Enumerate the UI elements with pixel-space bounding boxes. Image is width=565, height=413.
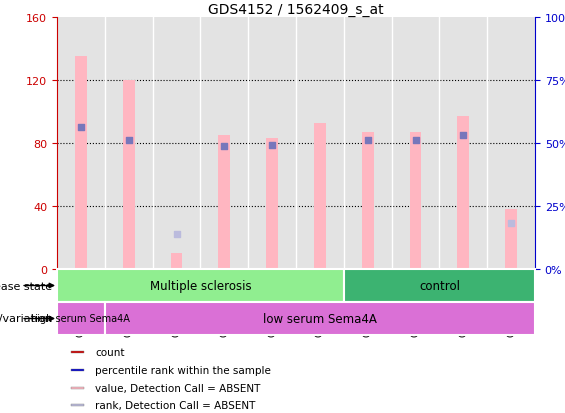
Bar xyxy=(266,139,278,269)
Point xyxy=(76,125,85,131)
Point xyxy=(124,137,133,144)
Bar xyxy=(296,18,344,269)
Bar xyxy=(248,18,296,269)
Text: control: control xyxy=(419,279,460,292)
Bar xyxy=(71,370,84,371)
Bar xyxy=(362,133,373,269)
Point xyxy=(411,137,420,144)
Text: count: count xyxy=(95,347,125,357)
Bar xyxy=(487,18,535,269)
Text: low serum Sema4A: low serum Sema4A xyxy=(263,312,377,325)
Bar xyxy=(457,117,470,269)
Point xyxy=(172,231,181,238)
Bar xyxy=(314,123,326,269)
Bar xyxy=(153,18,201,269)
Bar xyxy=(344,269,535,302)
Text: rank, Detection Call = ABSENT: rank, Detection Call = ABSENT xyxy=(95,400,255,410)
Bar xyxy=(440,18,487,269)
Bar xyxy=(57,269,344,302)
Bar xyxy=(75,57,87,269)
Bar xyxy=(105,18,153,269)
Point xyxy=(220,143,229,150)
Text: genotype/variation: genotype/variation xyxy=(0,314,52,324)
Bar xyxy=(57,302,105,335)
Point xyxy=(507,221,516,227)
Bar xyxy=(71,387,84,389)
Bar xyxy=(218,136,231,269)
Bar xyxy=(71,404,84,406)
Point xyxy=(268,142,277,149)
Point xyxy=(459,133,468,139)
Text: disease state: disease state xyxy=(0,281,52,291)
Bar xyxy=(171,254,182,269)
Text: percentile rank within the sample: percentile rank within the sample xyxy=(95,365,271,375)
Bar xyxy=(57,18,105,269)
Bar xyxy=(344,18,392,269)
Title: GDS4152 / 1562409_s_at: GDS4152 / 1562409_s_at xyxy=(208,3,384,17)
Bar xyxy=(410,133,421,269)
Text: high serum Sema4A: high serum Sema4A xyxy=(32,314,131,324)
Text: Multiple sclerosis: Multiple sclerosis xyxy=(150,279,251,292)
Bar xyxy=(505,210,517,269)
Point xyxy=(363,137,372,144)
Bar xyxy=(123,81,134,269)
Bar xyxy=(201,18,248,269)
Bar xyxy=(71,351,84,353)
Bar xyxy=(392,18,440,269)
Text: value, Detection Call = ABSENT: value, Detection Call = ABSENT xyxy=(95,383,260,393)
